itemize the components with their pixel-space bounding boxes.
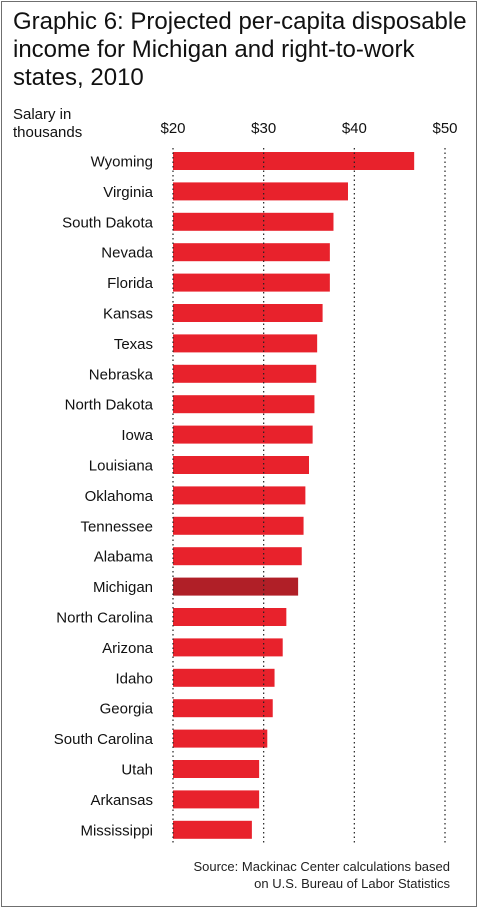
category-label: North Dakota (65, 397, 154, 414)
category-label: Mississippi (80, 822, 153, 839)
category-label: Virginia (103, 184, 153, 201)
category-label: North Carolina (56, 610, 153, 627)
category-label: Utah (121, 762, 153, 779)
category-label: Texas (114, 336, 153, 353)
bar-florida (173, 273, 330, 292)
category-label: Wyoming (91, 154, 153, 171)
source-note: Source: Mackinac Center calculations bas… (193, 859, 450, 891)
tick-label: $30 (251, 120, 276, 137)
category-label: Louisiana (89, 458, 154, 475)
y-axis-label: Salary in thousands (13, 106, 83, 141)
tick-label: $50 (432, 120, 457, 137)
bar-arizona (173, 638, 283, 657)
category-label: Tennessee (80, 518, 153, 535)
bar-kansas (173, 304, 323, 322)
bar-wyoming (173, 152, 415, 170)
tick-label: $40 (342, 120, 367, 137)
bar-tennessee (173, 516, 304, 535)
bar-nebraska (173, 364, 317, 383)
bar-georgia (173, 699, 273, 718)
bar-mississippi (173, 820, 252, 839)
category-label: Arkansas (90, 792, 153, 809)
category-label: Michigan (93, 579, 153, 596)
bar-south-carolina (173, 729, 268, 748)
category-label: South Carolina (54, 731, 154, 748)
category-label: Nevada (101, 245, 153, 262)
bar-south-dakota (173, 212, 334, 231)
bar-virginia (173, 182, 348, 201)
bar-utah (173, 760, 260, 778)
category-label: South Dakota (62, 214, 154, 231)
bar-nevada (173, 243, 330, 262)
bar-north-dakota (173, 395, 315, 414)
category-label: Iowa (121, 427, 153, 444)
bar-idaho (173, 668, 275, 687)
bar-michigan (173, 577, 299, 596)
bar-oklahoma (173, 486, 306, 505)
category-label: Nebraska (89, 366, 154, 383)
bar-arkansas (173, 790, 260, 809)
bar-iowa (173, 425, 313, 444)
chart-title: Graphic 6: Projected per-capita disposab… (13, 8, 467, 91)
category-label: Georgia (100, 701, 154, 718)
bar-north-carolina (173, 608, 287, 626)
category-label: Kansas (103, 306, 153, 323)
bar-alabama (173, 547, 302, 566)
category-label: Alabama (94, 549, 154, 566)
bar-louisiana (173, 456, 309, 474)
bar-texas (173, 334, 318, 353)
tick-label: $20 (160, 120, 185, 137)
category-label: Idaho (115, 670, 153, 687)
category-label: Oklahoma (85, 488, 154, 505)
category-label: Florida (107, 275, 154, 292)
category-label: Arizona (102, 640, 154, 657)
